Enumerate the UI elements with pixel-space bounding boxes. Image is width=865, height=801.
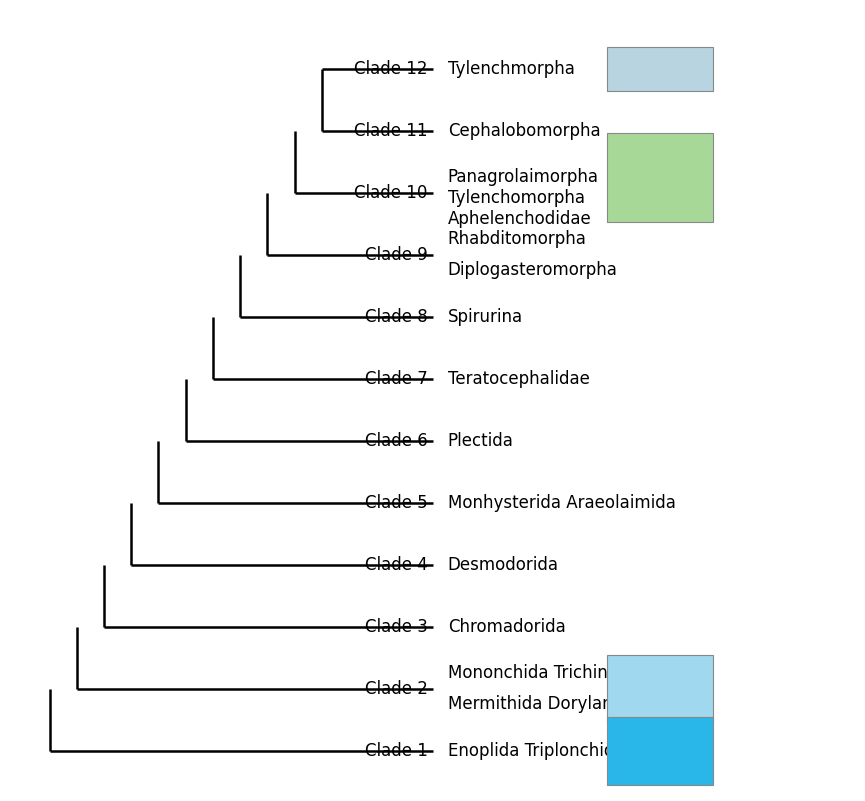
Text: Cephalobomorpha: Cephalobomorpha [448, 122, 600, 140]
Text: Monhysterida Araeolaimida: Monhysterida Araeolaimida [448, 493, 676, 512]
Text: Clade 12: Clade 12 [354, 60, 427, 78]
Text: Clade 11: Clade 11 [354, 122, 427, 140]
Text: Rhabditomorpha: Rhabditomorpha [448, 231, 586, 248]
Text: Desmodorida: Desmodorida [448, 556, 559, 574]
Text: Clade 5: Clade 5 [365, 493, 427, 512]
Text: Tylenchomorpha
Aphelenchodidae: Tylenchomorpha Aphelenchodidae [448, 189, 592, 227]
Text: Enoplida Triplonchida: Enoplida Triplonchida [448, 742, 625, 759]
Text: Clade 1: Clade 1 [364, 742, 427, 759]
Text: Clade 7: Clade 7 [365, 370, 427, 388]
Text: Chromadorida: Chromadorida [448, 618, 566, 636]
Text: Clade 3: Clade 3 [364, 618, 427, 636]
Text: Mononchida Trichinellida: Mononchida Trichinellida [448, 664, 652, 682]
Text: Clade 8: Clade 8 [365, 308, 427, 326]
Text: Panagrolaimorpha: Panagrolaimorpha [448, 168, 599, 187]
Text: Teratocephalidae: Teratocephalidae [448, 370, 590, 388]
Text: Plectida: Plectida [448, 432, 514, 450]
FancyBboxPatch shape [607, 717, 714, 785]
Text: Clade 4: Clade 4 [365, 556, 427, 574]
FancyBboxPatch shape [607, 133, 714, 222]
Text: Clade 10: Clade 10 [354, 184, 427, 202]
Text: Mermithida Dorylamida: Mermithida Dorylamida [448, 695, 644, 713]
FancyBboxPatch shape [607, 46, 714, 91]
Text: Clade 6: Clade 6 [365, 432, 427, 450]
Text: Clade 2: Clade 2 [364, 680, 427, 698]
Text: Clade 9: Clade 9 [365, 246, 427, 264]
Text: Spirurina: Spirurina [448, 308, 523, 326]
Text: Tylenchmorpha: Tylenchmorpha [448, 60, 574, 78]
FancyBboxPatch shape [607, 654, 714, 723]
Text: Diplogasteromorpha: Diplogasteromorpha [448, 261, 618, 280]
